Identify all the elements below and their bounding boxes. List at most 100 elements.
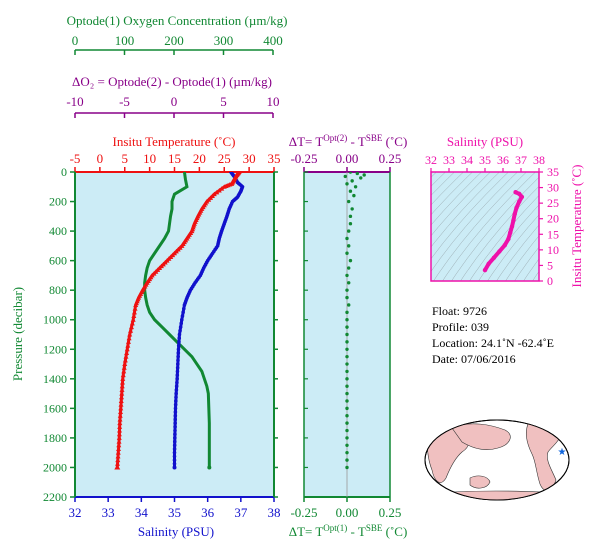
oxygen-profile-line (143, 172, 211, 468)
ts-x-tick-label: 34 (461, 153, 473, 167)
salinity-profile-marker (173, 428, 177, 433)
temperature-profile-marker (214, 189, 220, 195)
pressure-tick-label: 600 (49, 254, 67, 268)
delta-t-point (345, 436, 349, 440)
ts-point (514, 205, 519, 211)
delta-t-point (352, 193, 356, 198)
ts-y-tick-label: 10 (547, 243, 559, 257)
temperature-profile-marker (114, 464, 121, 470)
salinity-profile-marker (172, 454, 177, 459)
temperature-profile-marker (117, 420, 123, 426)
temperature-profile-marker (115, 450, 121, 455)
ts-density-contour (514, 246, 539, 281)
ts-density-contour (487, 214, 539, 281)
ts-point (517, 191, 522, 196)
ts-top-label: Salinity (PSU) (447, 134, 523, 149)
oxygen-tick: 100 (115, 33, 135, 48)
ts-density-contour (431, 172, 464, 206)
temperature-profile-marker (132, 306, 138, 311)
temperature-tick-label: 5 (122, 151, 129, 166)
temperature-profile-marker (119, 383, 125, 389)
temperature-profile-marker (122, 357, 128, 363)
temperature-profile-marker (131, 313, 137, 319)
temperature-profile-marker (125, 339, 131, 344)
delta-t-point (345, 377, 349, 381)
salinity-profile-marker (173, 417, 178, 422)
salinity-profile-marker (174, 399, 178, 403)
delta-t-point (345, 384, 349, 388)
delta-t-point (345, 182, 349, 186)
salinity-profile-marker (181, 310, 185, 315)
delta-t-point (345, 399, 349, 403)
delta-t-point (350, 179, 354, 183)
oxygen-tick: 0 (72, 33, 79, 48)
ts-density-contour (431, 172, 518, 272)
delta-t-point (345, 421, 349, 425)
salinity-profile-marker (172, 447, 177, 451)
delta-t-point (345, 354, 349, 359)
temperature-profile-marker (126, 335, 132, 341)
salinity-profile-marker (173, 410, 178, 414)
delta-t-bottom-tick-label: 0.25 (379, 505, 402, 520)
oxygen-axis (74, 49, 274, 55)
temperature-profile-marker (116, 431, 122, 437)
salinity-profile-marker (181, 306, 186, 311)
oxygen-tick: 300 (214, 33, 234, 48)
delta-t-point (359, 176, 363, 180)
temperature-tick-label: 10 (143, 151, 156, 166)
salinity-profile-marker (176, 358, 180, 363)
pressure-tick-label: 200 (49, 195, 67, 209)
delta-t-point (362, 173, 366, 177)
ts-density-contour (431, 172, 455, 196)
delta-t-point (345, 391, 349, 396)
temperature-profile-marker (118, 398, 124, 403)
ts-y-label: Insitu Temperature (˚C) (569, 164, 584, 287)
ts-x-tick-label: 37 (515, 153, 527, 167)
temperature-profile-marker (118, 405, 124, 411)
temperature-profile-marker (119, 391, 125, 396)
temperature-profile-marker (116, 439, 122, 444)
delta-t-bottom-tick-label: 0.00 (336, 505, 359, 520)
pressure-axis-label: Pressure (decibar) (10, 287, 25, 381)
delta-t-point (348, 172, 353, 174)
temperature-profile-marker (216, 187, 222, 193)
delta-t-point (347, 229, 351, 233)
salinity-profile-marker (178, 329, 182, 333)
world-map: ★ (424, 419, 570, 501)
delta-t-point (345, 318, 349, 322)
salinity-tick-label: 36 (201, 505, 215, 520)
salinity-tick-label: 35 (168, 505, 181, 520)
delta-t-point (345, 443, 349, 447)
salinity-profile-marker (177, 336, 182, 340)
salinity-tick-label: 32 (69, 505, 82, 520)
temperature-profile-marker (125, 343, 131, 348)
salinity-tick-label: 38 (268, 505, 281, 520)
temperature-profile-marker (133, 302, 139, 307)
delta-t-point (345, 362, 349, 366)
ts-x-tick-label: 32 (425, 153, 437, 167)
ts-point (486, 261, 491, 267)
salinity-profile-marker (179, 321, 184, 326)
delta-t-point (348, 222, 353, 226)
temperature-profile-marker (118, 402, 124, 407)
temperature-profile-marker (128, 328, 134, 333)
ts-point (509, 224, 515, 229)
temperature-profile-marker (115, 453, 121, 459)
temperature-tick-label: 20 (193, 151, 206, 166)
ts-density-contour (478, 204, 539, 281)
ts-point (491, 255, 497, 260)
ts-point (506, 236, 511, 242)
salinity-profile-marker (175, 369, 180, 374)
delta-t-point (345, 428, 349, 433)
temperature-profile-marker (115, 461, 121, 466)
delta-o2-tick: 0 (171, 94, 178, 109)
delta-t-point (347, 244, 351, 248)
delta-t-point (350, 207, 354, 211)
delta-o2-axis (74, 112, 274, 118)
ts-x-tick-label: 33 (443, 153, 455, 167)
salinity-profile-marker (176, 351, 181, 355)
temperature-tick-label: 35 (268, 151, 281, 166)
pressure-tick-label: 1200 (43, 342, 67, 356)
ts-point (519, 194, 525, 200)
salinity-profile-marker (172, 439, 177, 444)
